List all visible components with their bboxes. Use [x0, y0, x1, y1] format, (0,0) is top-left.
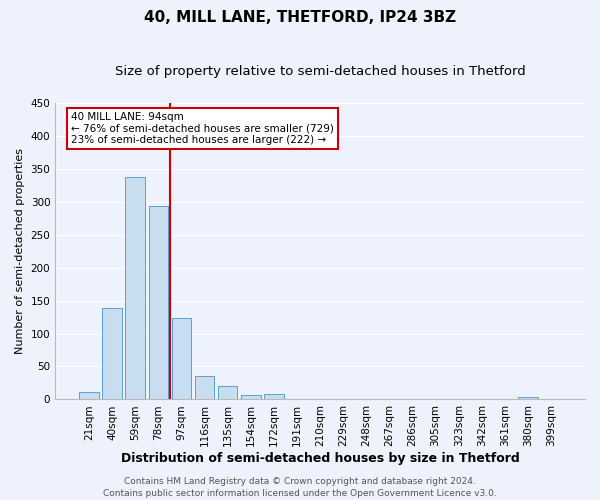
Bar	[172, 318, 191, 400]
Text: 40 MILL LANE: 94sqm
← 76% of semi-detached houses are smaller (729)
23% of semi-: 40 MILL LANE: 94sqm ← 76% of semi-detach…	[71, 112, 334, 145]
Bar	[518, 398, 538, 400]
Y-axis label: Number of semi-detached properties: Number of semi-detached properties	[15, 148, 25, 354]
Bar	[149, 206, 168, 400]
Text: 40, MILL LANE, THETFORD, IP24 3BZ: 40, MILL LANE, THETFORD, IP24 3BZ	[144, 10, 456, 25]
Bar	[79, 392, 99, 400]
Bar	[241, 395, 260, 400]
X-axis label: Distribution of semi-detached houses by size in Thetford: Distribution of semi-detached houses by …	[121, 452, 520, 465]
Bar	[264, 394, 284, 400]
Bar	[218, 386, 238, 400]
Bar	[125, 178, 145, 400]
Text: Contains HM Land Registry data © Crown copyright and database right 2024.
Contai: Contains HM Land Registry data © Crown c…	[103, 476, 497, 498]
Bar	[195, 376, 214, 400]
Bar	[103, 308, 122, 400]
Title: Size of property relative to semi-detached houses in Thetford: Size of property relative to semi-detach…	[115, 65, 526, 78]
